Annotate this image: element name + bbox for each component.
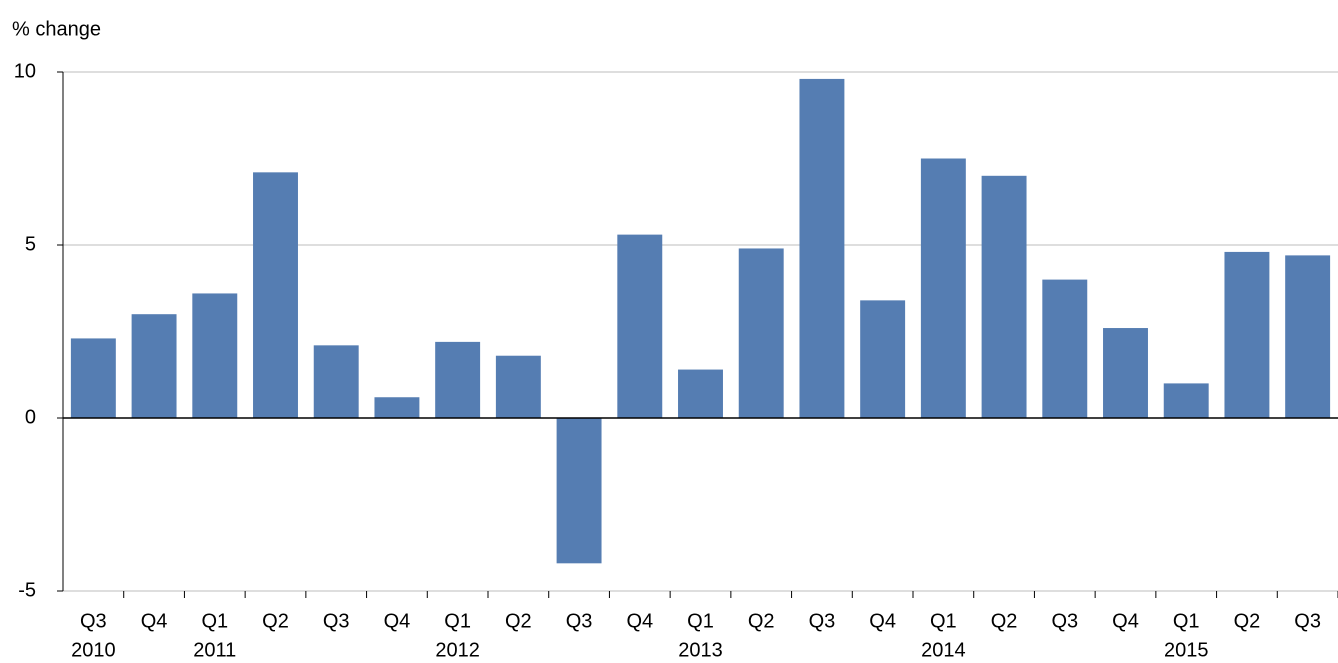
bar <box>1163 383 1209 418</box>
x-group-label: 2014 <box>921 639 966 661</box>
bar <box>799 78 845 419</box>
x-tick-label: Q2 <box>1234 610 1261 632</box>
x-tick-label: Q4 <box>626 610 653 632</box>
bar <box>1042 279 1088 418</box>
x-tick-label: Q2 <box>991 610 1018 632</box>
bar <box>738 248 784 418</box>
x-tick-label: Q3 <box>566 610 593 632</box>
x-group-label: 2013 <box>678 639 723 661</box>
x-tick-label: Q3 <box>1051 610 1078 632</box>
y-tick-label: -5 <box>18 579 36 601</box>
y-tick-label: 10 <box>14 60 36 82</box>
bar <box>556 418 602 564</box>
x-tick-label: Q1 <box>444 610 471 632</box>
x-tick-label: Q1 <box>687 610 714 632</box>
bar <box>860 300 906 418</box>
bar <box>1103 328 1148 418</box>
y-tick-label: 0 <box>25 406 36 428</box>
x-group-label: 2010 <box>71 639 116 661</box>
x-tick-label: Q3 <box>809 610 836 632</box>
x-tick-label: Q3 <box>80 610 107 632</box>
x-tick-label: Q1 <box>930 610 957 632</box>
y-tick-label: 5 <box>25 233 36 255</box>
x-tick-label: Q1 <box>1173 610 1200 632</box>
x-group-label: 2015 <box>1164 639 1209 661</box>
bar <box>678 369 723 418</box>
x-tick-label: Q2 <box>505 610 532 632</box>
bar <box>313 345 359 418</box>
x-tick-label: Q4 <box>141 610 168 632</box>
bar <box>253 172 298 418</box>
x-tick-label: Q3 <box>1294 610 1321 632</box>
y-axis-label: % change <box>12 18 101 40</box>
bar <box>981 175 1027 418</box>
bar <box>131 314 177 418</box>
x-group-label: 2012 <box>435 639 480 661</box>
bar <box>1285 255 1331 418</box>
bar <box>192 293 238 418</box>
x-tick-label: Q4 <box>1112 610 1139 632</box>
bar <box>70 338 116 418</box>
bar <box>374 397 420 418</box>
bar <box>495 355 541 418</box>
x-tick-label: Q4 <box>384 610 411 632</box>
bar <box>920 158 966 418</box>
x-tick-label: Q3 <box>323 610 350 632</box>
bar <box>1224 251 1270 418</box>
x-tick-label: Q2 <box>262 610 289 632</box>
bar <box>617 234 663 418</box>
x-group-label: 2011 <box>193 639 236 661</box>
x-tick-label: Q4 <box>869 610 896 632</box>
x-tick-label: Q1 <box>201 610 228 632</box>
bar <box>435 341 481 418</box>
x-tick-label: Q2 <box>748 610 775 632</box>
